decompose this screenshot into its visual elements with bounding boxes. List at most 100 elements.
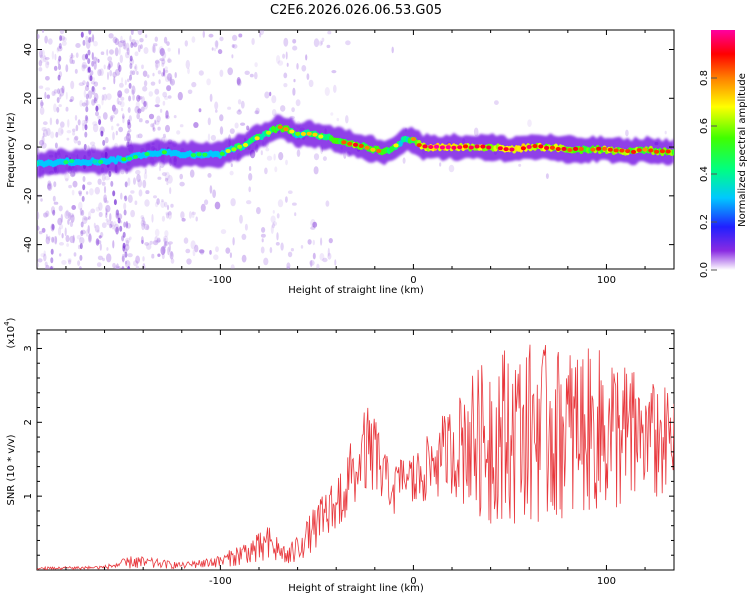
noise-speckle — [126, 47, 130, 56]
noise-speckle — [260, 233, 266, 238]
noise-speckle — [246, 125, 250, 131]
noise-speckle — [128, 128, 132, 133]
noise-speckle — [163, 69, 167, 78]
noise-speckle — [122, 40, 126, 46]
noise-speckle — [319, 253, 325, 261]
noise-speckle — [160, 246, 166, 256]
snr-y-label: SNR (10 * v/v) — [6, 434, 17, 505]
noise-speckle — [97, 69, 102, 77]
ridge-peak — [237, 144, 243, 149]
noise-speckle — [152, 43, 158, 47]
noise-speckle — [260, 246, 265, 254]
noise-speckle — [292, 39, 297, 44]
noise-speckle — [123, 136, 129, 142]
noise-speckle — [106, 253, 112, 263]
noise-speckle — [184, 40, 188, 47]
noise-speckle — [115, 130, 118, 136]
noise-speckle — [50, 131, 55, 139]
noise-speckle — [45, 210, 50, 217]
noise-speckle — [61, 233, 64, 239]
noise-speckle — [87, 225, 90, 234]
x-tick-label: 0 — [410, 275, 416, 286]
noise-speckle — [101, 94, 105, 101]
noise-speckle — [260, 150, 263, 156]
ridge-peak — [544, 145, 550, 150]
ridge-peak — [665, 149, 671, 154]
noise-speckle — [150, 123, 154, 128]
noise-speckle — [93, 92, 99, 102]
noise-speckle — [41, 49, 45, 59]
noise-speckle — [292, 45, 298, 51]
noise-speckle — [51, 90, 56, 97]
noise-speckle — [109, 70, 113, 77]
noise-speckle — [74, 114, 78, 121]
noise-speckle — [43, 253, 47, 262]
noise-speckle — [313, 166, 319, 175]
noise-speckle — [527, 119, 532, 127]
noise-speckle — [124, 260, 128, 265]
y-tick-label: 0 — [23, 144, 34, 150]
noise-speckle — [168, 241, 173, 245]
noise-speckle — [169, 80, 174, 85]
noise-speckle — [62, 37, 67, 42]
ridge-peak — [352, 142, 359, 147]
colorbar-tick-label: 0.8 — [699, 70, 710, 86]
ridge-peak — [422, 144, 428, 149]
noise-speckle — [240, 122, 246, 126]
noise-speckle — [110, 220, 114, 228]
ridge-peak — [526, 144, 532, 149]
noise-speckle — [133, 260, 139, 267]
noise-speckle — [65, 209, 69, 217]
noise-speckle — [71, 59, 75, 65]
noise-speckle — [81, 102, 87, 107]
noise-speckle — [85, 40, 91, 49]
ridge-peak — [509, 147, 515, 152]
noise-speckle — [88, 233, 92, 243]
noise-speckle — [82, 122, 85, 131]
noise-speckle — [91, 86, 96, 95]
noise-speckle — [163, 235, 169, 244]
noise-speckle — [232, 44, 238, 49]
noise-speckle — [89, 188, 94, 196]
noise-speckle — [83, 217, 89, 221]
spectrogram-y-label: Frequency (Hz) — [6, 112, 17, 188]
noise-speckle — [167, 95, 172, 99]
noise-speckle — [140, 215, 144, 220]
colorbar-gradient — [711, 30, 735, 270]
noise-speckle — [103, 197, 107, 203]
noise-speckle — [66, 243, 69, 247]
noise-speckle — [114, 68, 121, 76]
noise-speckle — [136, 174, 141, 183]
noise-speckle — [68, 184, 72, 189]
noise-speckle — [165, 124, 170, 133]
noise-speckle — [80, 229, 86, 235]
noise-speckle — [292, 202, 297, 206]
noise-speckle — [167, 47, 171, 52]
ridge-peak — [196, 152, 202, 157]
ridge-peak — [619, 148, 625, 153]
noise-speckle — [96, 262, 102, 267]
noise-speckle — [292, 87, 296, 96]
y-tick-label: 40 — [23, 43, 34, 56]
noise-speckle — [192, 249, 196, 257]
noise-speckle — [115, 209, 119, 217]
noise-speckle — [162, 67, 166, 77]
ridge-peak — [434, 144, 440, 149]
noise-speckle — [157, 176, 162, 180]
noise-speckle — [244, 70, 250, 76]
noise-speckle — [161, 59, 166, 65]
noise-speckle — [439, 162, 442, 167]
ridge-peak — [474, 144, 480, 149]
noise-speckle — [125, 133, 131, 142]
noise-speckle — [143, 47, 149, 54]
noise-speckle — [179, 124, 184, 128]
noise-speckle — [313, 153, 320, 161]
noise-speckle — [207, 173, 212, 178]
noise-speckle — [90, 141, 96, 146]
noise-speckle — [37, 262, 40, 268]
noise-speckle — [141, 217, 145, 222]
spectrogram-panel: -100 0 100 -40 -20 0 20 40 Height of straight … — [6, 29, 675, 296]
noise-speckle — [296, 149, 301, 157]
noise-speckle — [170, 251, 173, 257]
noise-speckle — [167, 73, 172, 82]
